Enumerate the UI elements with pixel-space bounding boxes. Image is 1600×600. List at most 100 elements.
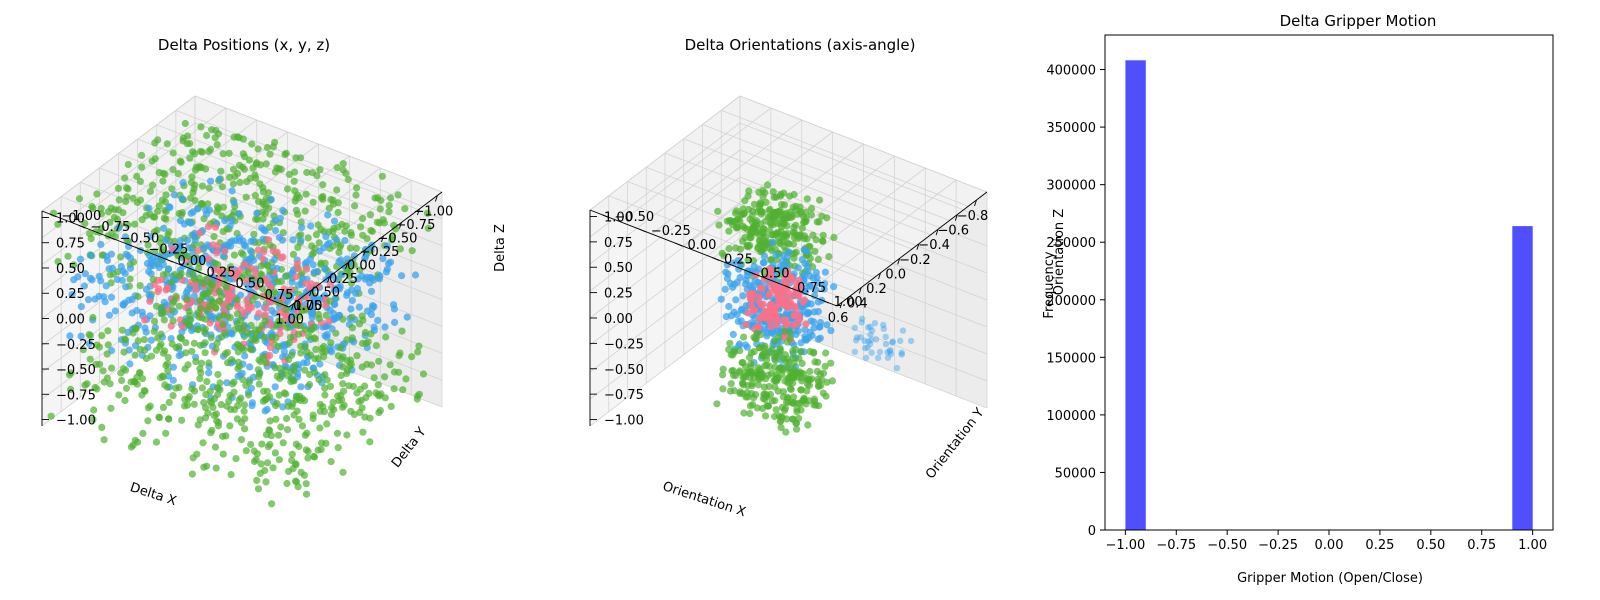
positions-point [265, 426, 274, 435]
positions-point [220, 302, 228, 310]
positions-point [252, 336, 260, 344]
positions-point [254, 366, 262, 374]
positions-point [98, 332, 106, 340]
positions-point [376, 205, 384, 213]
positions-point [347, 286, 356, 294]
positions-point [302, 446, 310, 454]
positions-point [424, 224, 432, 232]
orientations-point [783, 320, 791, 328]
positions-point [213, 208, 221, 216]
orientations-point [733, 311, 741, 319]
positions-point [131, 220, 139, 228]
positions-point [240, 401, 249, 409]
orientations-point [743, 343, 751, 351]
positions-grid-line [41, 310, 196, 427]
orientations-point [767, 288, 775, 296]
orientations-point [736, 274, 744, 282]
orientations-point [776, 285, 784, 293]
orientations-tick-label: 0.50 [604, 261, 633, 276]
positions-point [291, 361, 299, 369]
positions-point [347, 231, 355, 239]
orientations-point [726, 339, 734, 347]
positions-point [315, 376, 323, 384]
positions-point [201, 349, 209, 357]
orientations-point [751, 368, 759, 376]
orientations-point [801, 260, 809, 268]
positions-point [358, 215, 367, 223]
positions-point [196, 229, 204, 237]
positions-point [340, 401, 348, 409]
histogram-xtick-label: −0.50 [1207, 538, 1247, 553]
positions-point [311, 335, 319, 343]
positions-point [297, 349, 305, 357]
positions-point [285, 467, 293, 475]
positions-point [292, 440, 300, 448]
positions-point [262, 160, 270, 168]
positions-point [204, 200, 212, 208]
positions-point [266, 150, 274, 158]
positions-point [247, 247, 255, 255]
orientations-point [784, 394, 792, 402]
positions-point [150, 327, 158, 335]
positions-point [133, 380, 141, 388]
positions-point [279, 403, 287, 411]
positions-point [206, 398, 214, 406]
positions-point [144, 417, 152, 425]
positions-point [159, 261, 167, 269]
positions-tick-label: −0.50 [119, 231, 159, 246]
positions-point [122, 336, 130, 344]
positions-point [175, 383, 183, 391]
positions-tick-label: −0.25 [56, 338, 96, 353]
positions-tick-label: −0.75 [90, 220, 130, 235]
positions-point [325, 239, 333, 247]
positions-tick-mark [49, 213, 57, 218]
orientations-point [783, 254, 791, 262]
orientations-point [907, 337, 915, 345]
positions-point [297, 236, 305, 244]
positions-point [266, 440, 274, 449]
orientations-point [761, 412, 770, 420]
positions-point [121, 233, 130, 241]
positions-tick-mark [309, 289, 312, 297]
positions-point [248, 140, 256, 148]
orientations-point [827, 327, 835, 335]
positions-point [337, 371, 345, 380]
positions-tick-label: 0.25 [329, 272, 358, 287]
positions-point [219, 150, 227, 158]
positions-point [348, 324, 357, 332]
positions-point [398, 327, 406, 335]
orientations-point [775, 350, 783, 358]
orientations-tick-mark [897, 258, 901, 265]
positions-point [120, 348, 128, 356]
positions-point [170, 271, 179, 279]
positions-point [283, 479, 291, 488]
positions-point [333, 429, 341, 437]
positions-point [74, 273, 82, 281]
positions-point [273, 372, 281, 380]
positions-point [178, 328, 186, 336]
orientations-point [810, 397, 819, 405]
positions-point [267, 321, 275, 329]
positions-point [399, 386, 407, 394]
positions-point [121, 396, 129, 405]
positions-point [210, 233, 218, 241]
positions-point [90, 406, 98, 414]
positions-point [179, 179, 187, 187]
positions-point [186, 321, 194, 330]
orientations-tick-mark [954, 214, 958, 221]
positions-point [230, 251, 238, 259]
positions-point [107, 404, 115, 412]
positions-point [198, 182, 207, 190]
orientations-point [810, 349, 818, 357]
positions-point [292, 273, 300, 281]
orientations-point [899, 327, 907, 334]
orientations-point [868, 349, 875, 356]
orientations-point [871, 320, 879, 327]
positions-point [277, 277, 286, 286]
positions-point [243, 296, 251, 304]
positions-point [127, 378, 135, 386]
positions-point [217, 167, 225, 175]
positions-point [80, 282, 88, 290]
positions-point [225, 296, 233, 304]
positions-point [294, 313, 302, 321]
